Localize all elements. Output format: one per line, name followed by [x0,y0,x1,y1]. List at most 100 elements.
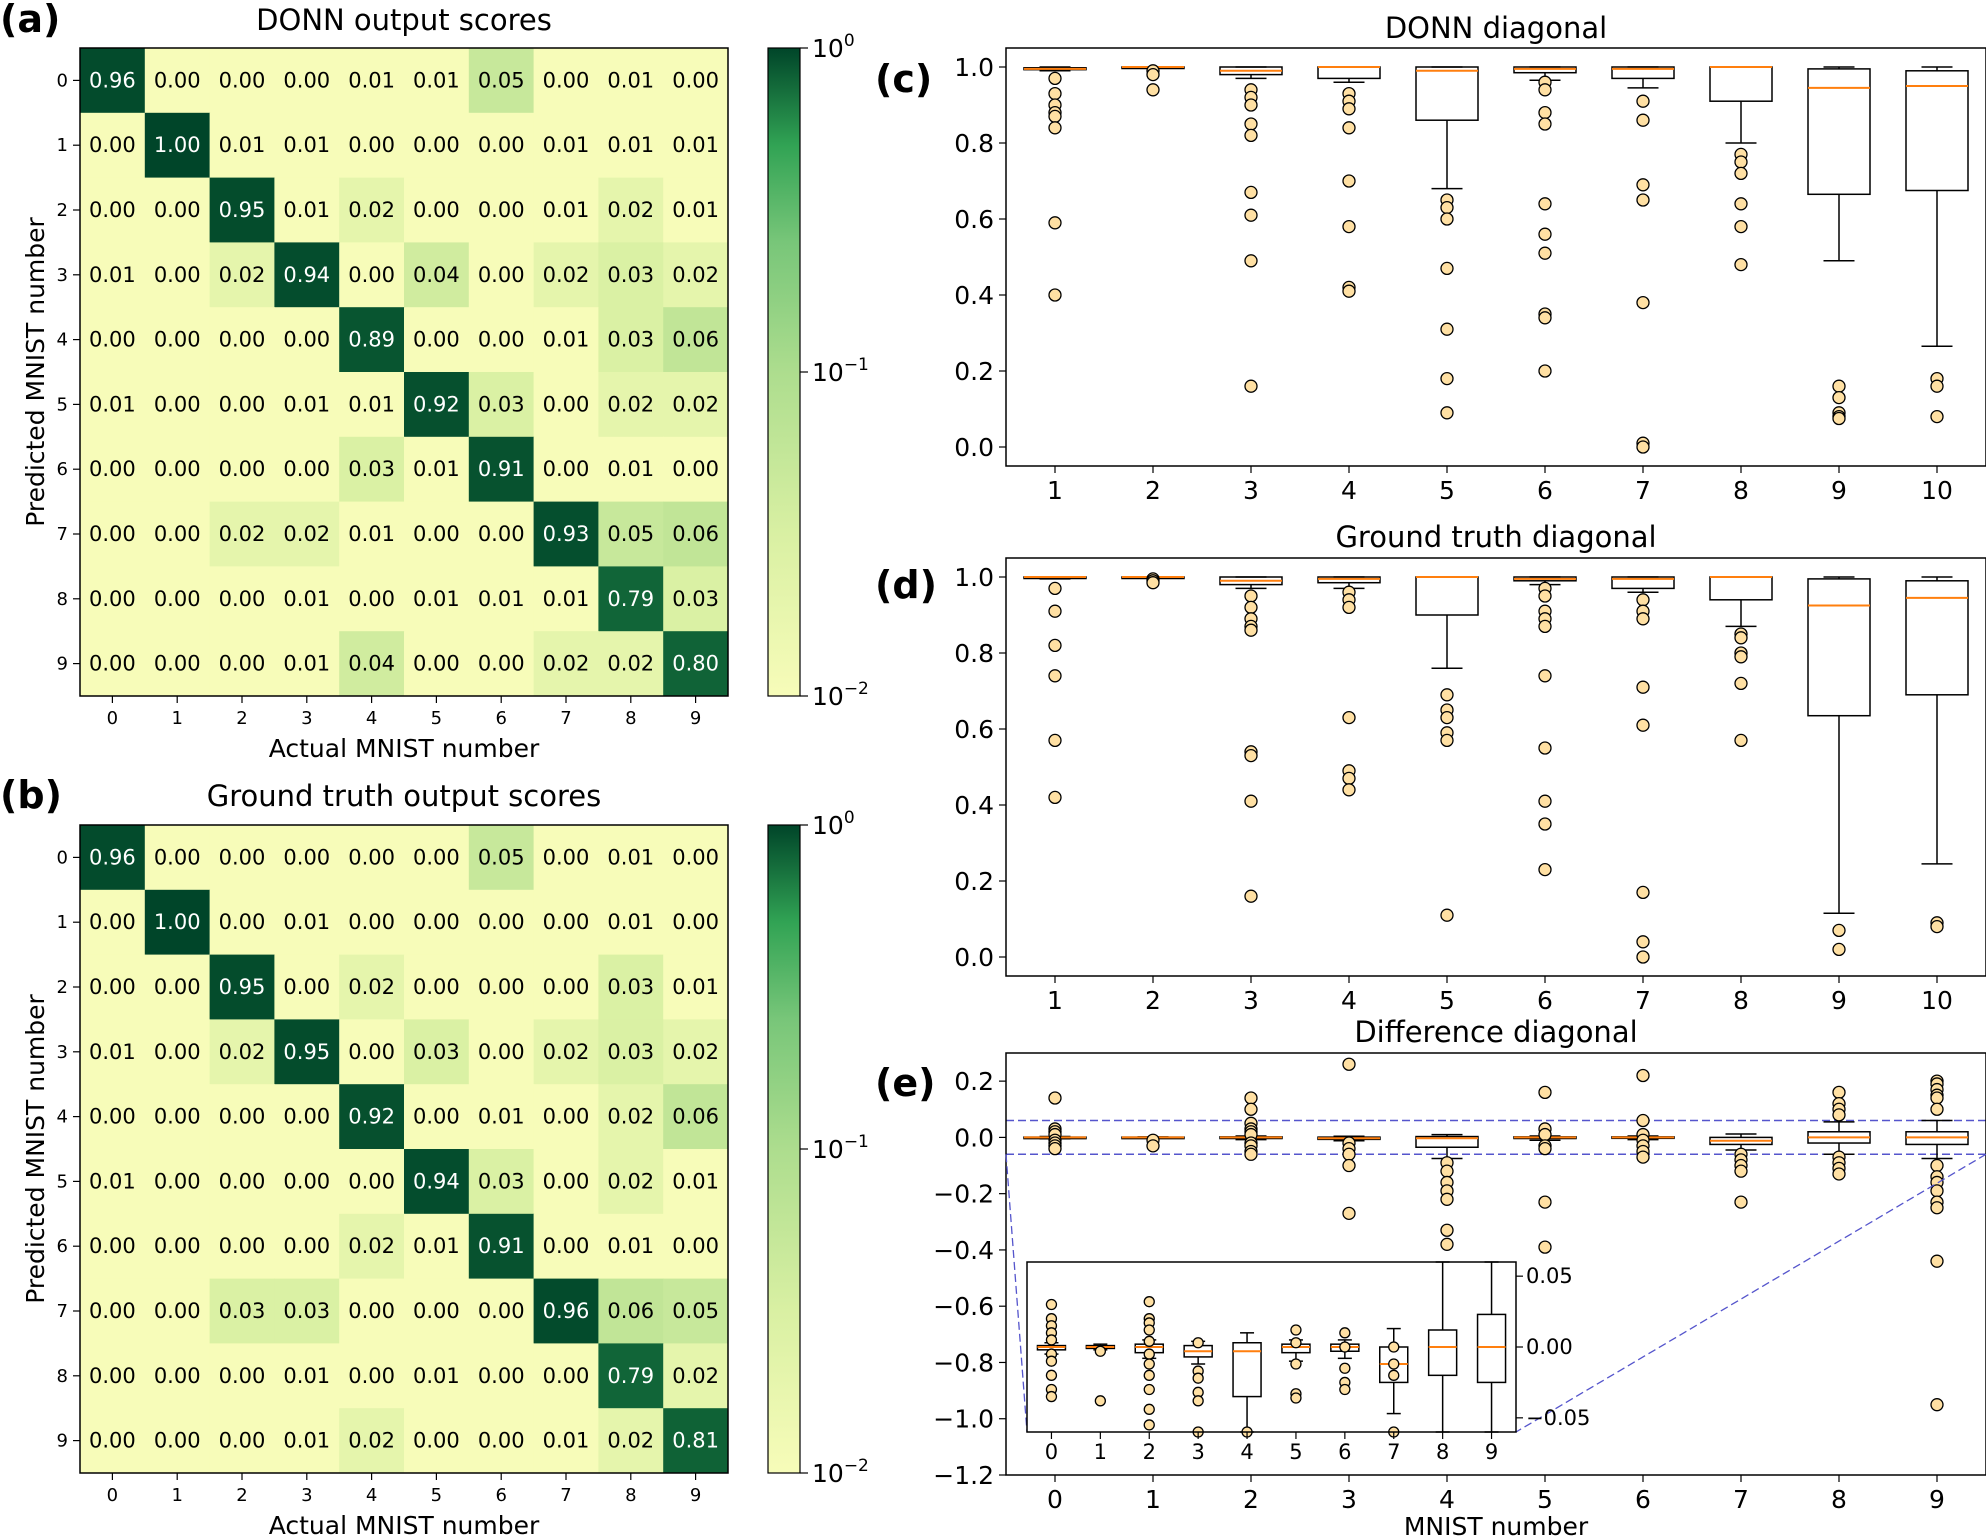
heatmap-cell-value: 0.00 [478,1299,525,1323]
heatmap-ytick-label: 4 [57,330,68,351]
heatmap-cell-value: 0.00 [154,1105,201,1129]
heatmap-cell [274,954,340,1020]
heatmap-cell-value: 0.00 [478,328,525,352]
heatmap-cell-value: 0.03 [348,457,395,481]
heatmap-cell-value: 0.03 [413,1040,460,1064]
outlier-point [1048,733,1062,748]
heatmap-cell-value: 0.00 [219,1364,266,1388]
heatmap-ytick-label: 5 [57,394,68,415]
heatmap-cell-value: 0.03 [607,328,654,352]
heatmap-cell [468,372,535,438]
outlier-point [1538,741,1552,755]
heatmap-cell-value: 0.00 [89,975,136,999]
heatmap-cell-value: 0.00 [672,845,719,869]
heatmap-cell-value: 0.01 [283,1364,330,1388]
colorbar-tick-label: 100 [812,31,855,63]
outlier-point [1636,295,1650,310]
outlier-point [1930,1201,1944,1215]
heatmap-cell-value: 0.01 [543,133,590,157]
heatmap-cell [339,1019,405,1085]
heatmap-cell-value: 0.00 [413,975,460,999]
heatmap-cell-value: 0.02 [672,392,719,416]
heatmap-cell [80,1149,146,1215]
outlier-point [1440,261,1454,276]
heatmap-cell-value: 0.00 [89,1234,136,1258]
heatmap-cell [80,1019,146,1085]
outlier-point [1538,227,1552,241]
heatmap-cell [80,954,146,1020]
outlier-point [1734,650,1748,664]
heatmap-cell [339,889,405,956]
box-8 [1709,576,1773,748]
heatmap-cell [274,1213,340,1280]
outlier-point [1192,1372,1204,1384]
heatmap-cell [144,177,211,243]
heatmap-cell [209,1408,275,1474]
heatmap-cell-value: 0.01 [89,392,136,416]
heatmap-cell-value: 0.01 [413,457,460,481]
xtick-label: 9 [1831,986,1847,1015]
outlier-point [1832,1085,1846,1100]
box-8 [1807,1085,1871,1181]
xtick-label: 1 [1047,986,1063,1015]
heatmap-cell-value: 0.01 [89,263,136,287]
heatmap-cell [144,307,211,373]
heatmap-cell [533,177,599,243]
colorbar [767,47,801,697]
heatmap-xtick-label: 4 [366,1485,377,1506]
heatmap-cell [209,1149,275,1215]
heatmap-cell [404,631,470,697]
heatmap-cell-value: 0.03 [283,1299,330,1323]
heatmap-cell-value: 0.00 [219,652,266,676]
heatmap-cell-value: 0.05 [478,845,525,869]
heatmap-cell-value: 0.01 [283,1429,330,1453]
outlier-point [1244,185,1258,200]
ytick-label: 0.8 [954,129,994,158]
heatmap-cell [404,1019,470,1085]
heatmap-cell [533,566,599,632]
outlier-point [1048,109,1062,124]
heatmap-cell-value: 0.79 [607,1364,654,1388]
xtick-label: 8 [1733,476,1749,505]
outlier-point [1636,1113,1650,1128]
heatmap-cell-value: 0.01 [283,910,330,934]
heatmap-cell-value: 0.96 [89,68,136,92]
heatmap-cell-value: 0.00 [413,328,460,352]
box-6 [1611,1068,1675,1164]
heatmap-cell [144,1343,211,1409]
xtick-label: 5 [1439,476,1455,505]
heatmap-cell-value: 0.00 [283,328,330,352]
boxplot-difference-diagonal: Difference diagonal 0 1 2 3 4 5 6 7 8 9 −1.2 −1.0 −0… [933,1015,1986,1537]
outlier-point [1538,817,1552,831]
outlier-point [1094,1345,1106,1357]
box-1 [1121,1133,1185,1153]
heatmap-cell [598,825,664,891]
heatmap-cell-value: 0.04 [348,652,395,676]
outlier-point [1146,67,1160,82]
outlier-point [1342,771,1356,786]
heatmap-cell [468,242,535,308]
heatmap-cell-value: 0.00 [283,1169,330,1193]
outlier-point [1440,371,1454,386]
ytick-label: 0.05 [1526,1264,1573,1288]
outlier-point [1832,1167,1846,1181]
outlier-point [1244,600,1258,615]
panel-label-e: (e) [875,1061,936,1105]
heatmap-cell [144,112,211,179]
heatmap-cell-value: 0.00 [478,263,525,287]
box-5 [1415,576,1479,922]
heatmap-cell [80,242,146,308]
xtick-label: 9 [1929,1485,1945,1514]
heatmap-cell [533,631,599,697]
heatmap-cell-value: 0.02 [219,263,266,287]
heatmap-cell [274,889,340,956]
heatmap-cell-value: 0.93 [543,522,590,546]
heatmap-cell [339,1408,405,1474]
heatmap-cell-value: 0.00 [89,1364,136,1388]
xtick-label: 5 [1439,986,1455,1015]
outlier-point [1538,117,1552,131]
outlier-point [1930,409,1944,424]
heatmap-cell [274,436,340,503]
heatmap-cell [598,631,664,697]
heatmap-cell-value: 0.01 [283,652,330,676]
